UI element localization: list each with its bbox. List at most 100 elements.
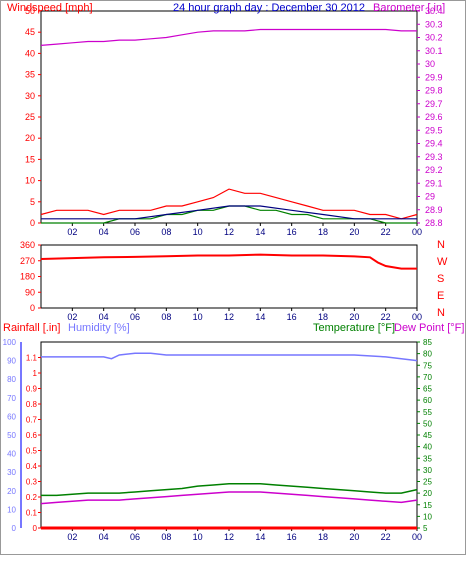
compass-label: N	[437, 307, 445, 319]
humidity-tick-label: 40	[7, 450, 16, 459]
barometer-tick-label: 30.3	[425, 19, 443, 29]
humidity-tick-label: 20	[7, 487, 16, 496]
temperature-tick-label: 60	[423, 396, 432, 405]
direction-hour-label: 16	[287, 312, 297, 322]
xaxis-direction: 02 04 06 08 10 12 14 16 18 20 22 00	[67, 308, 422, 322]
ylabel-barometer: Barometer [.in]	[373, 2, 445, 14]
temperature-tick-label: 65	[423, 385, 432, 394]
direction-hour-label: 00	[412, 312, 422, 322]
direction-hour-label: 14	[255, 312, 265, 322]
barometer-tick-label: 29.8	[425, 86, 443, 96]
humidity-tick-label: 50	[7, 431, 16, 440]
temperature-tick-label: 5	[423, 524, 428, 533]
temperature-tick-label: 45	[423, 431, 432, 440]
windspeed-tick-label: 30	[25, 91, 35, 101]
rainfall-tick-label: 0.5	[26, 447, 38, 456]
plot-frame-wind	[40, 10, 418, 224]
series-wind-baro	[40, 28, 418, 224]
direction-hour-label: 02	[67, 312, 77, 322]
direction-hour-label: 12	[224, 312, 234, 322]
barometer-tick-label: 29.4	[425, 139, 443, 149]
barometer-tick-label: 29.1	[425, 178, 443, 188]
temperature-tick-label: 80	[423, 350, 432, 359]
humidity-tick-label: 30	[7, 468, 16, 477]
temperature-tick-label: 20	[423, 489, 432, 498]
barometer-tick-label: 30.1	[425, 46, 443, 56]
barometer-tick-label: 30	[425, 59, 435, 69]
direction-tick-label: 360	[20, 240, 35, 250]
plot-frame-climate	[40, 341, 418, 529]
rainfall-tick-label: 0.3	[26, 478, 38, 487]
rainfall-tick-label: 0.1	[26, 509, 38, 518]
xaxis-wind: 02 04 06 08 10 12 14 16 18 20 22 00	[67, 223, 422, 237]
wind-hour-label: 10	[193, 227, 203, 237]
climate-hour-label: 14	[255, 532, 265, 542]
ylabel-rainfall: Rainfall [.in]	[3, 322, 60, 334]
temperature-tick-label: 55	[423, 408, 432, 417]
windspeed-tick-label: 0	[30, 218, 35, 228]
climate-hour-label: 04	[99, 532, 109, 542]
ylabel-temperature: Temperature [°F]	[313, 322, 395, 334]
wind-hour-label: 06	[130, 227, 140, 237]
windspeed-tick-label: 40	[25, 48, 35, 58]
series-barometer	[40, 28, 417, 46]
barometer-tick-label: 29.6	[425, 112, 443, 122]
wind-hour-label: 08	[161, 227, 171, 237]
chart-title: 24 hour graph day : December 30 2012	[173, 2, 365, 14]
xaxis-climate: 02 04 06 08 10 12 14 16 18 20 22 00	[67, 528, 422, 542]
temperature-tick-label: 70	[423, 373, 432, 382]
rainfall-tick-label: 0.7	[26, 416, 38, 425]
humidity-tick-label: 90	[7, 357, 16, 366]
rainfall-tick-label: 1	[33, 369, 38, 378]
wind-hour-label: 00	[412, 227, 422, 237]
humidity-tick-label: 60	[7, 412, 16, 421]
yaxis-direction-degrees: 0 90 180 270 360	[20, 240, 41, 313]
temperature-tick-label: 40	[423, 443, 432, 452]
yaxis-temperature: 5 10 15 20 25 30 35 40 45 50 55 60 65 70 75 80 85	[417, 338, 432, 533]
direction-hour-label: 10	[193, 312, 203, 322]
wind-hour-label: 14	[255, 227, 265, 237]
yaxis-windspeed: 0 5 10 15 20 25 30 35 40 45 50	[25, 6, 41, 228]
barometer-tick-label: 29.9	[425, 72, 443, 82]
barometer-tick-label: 29.2	[425, 165, 443, 175]
climate-hour-label: 22	[381, 532, 391, 542]
rainfall-tick-label: 0.4	[26, 462, 38, 471]
rainfall-tick-label: 0.9	[26, 385, 38, 394]
compass-label: E	[437, 290, 444, 302]
wind-hour-label: 22	[381, 227, 391, 237]
compass-label: W	[437, 256, 448, 268]
direction-hour-label: 22	[381, 312, 391, 322]
series-climate	[40, 352, 418, 530]
climate-hour-label: 20	[349, 532, 359, 542]
temperature-tick-label: 75	[423, 361, 432, 370]
ylabel-windspeed: Windspeed [mph]	[7, 2, 93, 14]
windspeed-tick-label: 20	[25, 133, 35, 143]
rainfall-tick-label: 0.2	[26, 493, 38, 502]
wind-hour-label: 16	[287, 227, 297, 237]
yaxis-rainfall: 0 0.1 0.2 0.3 0.4 0.5 0.6 0.7 0.8 0.9 1 1.1	[26, 354, 41, 533]
rainfall-tick-label: 0.8	[26, 400, 38, 409]
barometer-tick-label: 29.7	[425, 99, 443, 109]
direction-tick-label: 90	[25, 287, 35, 297]
compass-label: S	[437, 273, 444, 285]
series-direction	[40, 253, 417, 270]
wind-hour-label: 20	[349, 227, 359, 237]
windspeed-tick-label: 50	[25, 6, 35, 16]
direction-hour-label: 06	[130, 312, 140, 322]
direction-hour-label: 08	[161, 312, 171, 322]
temperature-tick-label: 50	[423, 419, 432, 428]
series-temperature	[41, 483, 418, 497]
ylabel-dewpoint: Dew Point [°F]	[394, 322, 464, 334]
series-humidity	[41, 352, 418, 362]
barometer-tick-label: 29.3	[425, 152, 443, 162]
climate-hour-label: 16	[287, 532, 297, 542]
rainfall-tick-label: 1.1	[26, 354, 38, 363]
humidity-tick-label: 80	[7, 375, 16, 384]
yaxis-humidity: 0 10 20 30 40 50 60 70 80 90 100	[3, 338, 22, 533]
barometer-tick-label: 30.2	[425, 33, 443, 43]
windspeed-tick-label: 5	[30, 197, 35, 207]
wind-hour-label: 18	[318, 227, 328, 237]
